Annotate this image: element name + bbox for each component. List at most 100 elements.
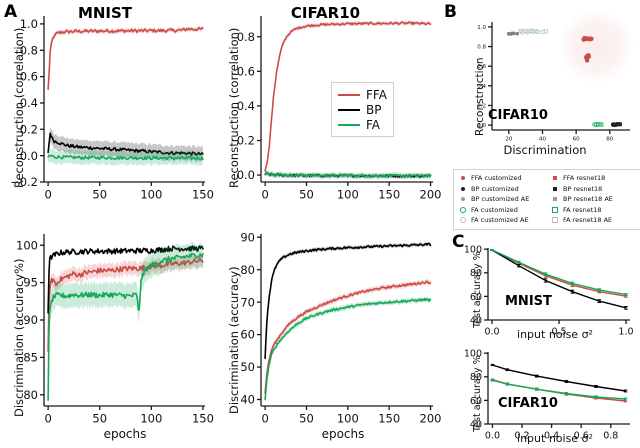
svg-text:0.4: 0.4 bbox=[544, 431, 559, 442]
chart-cifar10-scatter: Reconstruction Discrimination CIFAR10 20… bbox=[440, 8, 640, 163]
panel-letter-c: C bbox=[452, 232, 465, 252]
svg-text:0.2: 0.2 bbox=[477, 103, 486, 109]
svg-text:85: 85 bbox=[23, 351, 38, 365]
legend-item-fa-resnet18-ae: FA resnet18 AE bbox=[550, 215, 636, 226]
inplot-label-scatter-cifar10: CIFAR10 bbox=[488, 108, 548, 123]
svg-text:100: 100 bbox=[337, 188, 359, 202]
svg-text:80: 80 bbox=[23, 388, 38, 402]
ylabel-mnist-discrimination: Discrimination (accuracy%) bbox=[12, 258, 26, 418]
plot-area-cifar10-reconstruction: 0 50 100 150 200 0.0 0.2 0.4 0.6 0.8 bbox=[237, 16, 441, 202]
svg-text:60: 60 bbox=[470, 396, 482, 407]
plot-area-cifar10-noise: 0.0 0.2 0.4 0.6 0.8 40 60 80 100 bbox=[464, 349, 630, 442]
legend-label-bp-resnet18: BP resnet18 bbox=[563, 184, 603, 193]
svg-text:50: 50 bbox=[299, 412, 314, 426]
svg-text:90: 90 bbox=[23, 313, 38, 327]
svg-text:80: 80 bbox=[470, 268, 482, 279]
legend-label-ffa: FFA bbox=[366, 87, 387, 102]
svg-text:0.8: 0.8 bbox=[237, 30, 255, 44]
svg-text:50: 50 bbox=[299, 188, 314, 202]
svg-text:50: 50 bbox=[240, 360, 255, 374]
svg-text:0.5: 0.5 bbox=[551, 327, 566, 338]
marker-open-dot-icon bbox=[458, 217, 467, 224]
legend-item-bp-customized: BP customized bbox=[458, 184, 544, 195]
svg-text:0.0: 0.0 bbox=[477, 123, 486, 129]
ylabel-mnist-noise: Test accuracy % bbox=[472, 251, 483, 328]
legend-label-bp-resnet18-ae: BP resnet18 AE bbox=[563, 195, 613, 204]
ylabel-cifar10-discrimination: Discrimination (accuracy) bbox=[227, 266, 241, 414]
chart-title-mnist: MNIST bbox=[77, 4, 133, 22]
legend-swatch-fa bbox=[338, 123, 360, 126]
svg-text:0.0: 0.0 bbox=[237, 168, 255, 182]
svg-text:1.0: 1.0 bbox=[618, 327, 633, 338]
marker-dot-icon bbox=[458, 176, 467, 181]
svg-text:50: 50 bbox=[92, 412, 107, 426]
svg-text:100: 100 bbox=[140, 412, 162, 426]
svg-text:90: 90 bbox=[240, 230, 255, 244]
svg-text:1.0: 1.0 bbox=[477, 25, 486, 31]
xlabel-scatter-discrimination: Discrimination bbox=[503, 143, 587, 157]
svg-text:100: 100 bbox=[140, 188, 162, 202]
svg-text:0: 0 bbox=[261, 188, 268, 202]
svg-text:0.6: 0.6 bbox=[20, 70, 38, 84]
svg-text:0.0: 0.0 bbox=[20, 149, 38, 163]
xlabel-cifar10-noise: input noise σ² bbox=[517, 432, 593, 445]
ylabel-cifar10-noise: Test accuracy % bbox=[472, 355, 483, 432]
svg-text:60: 60 bbox=[240, 328, 255, 342]
legend-item-bp-customized-ae: BP customized AE bbox=[458, 194, 544, 205]
legend-label-bp-customized: BP customized bbox=[471, 184, 519, 193]
legend-label-fa-customized-ae: FA customized AE bbox=[471, 216, 529, 225]
svg-text:0: 0 bbox=[44, 412, 51, 426]
legend-label-bp-customized-ae: BP customized AE bbox=[471, 195, 530, 204]
svg-text:0.8: 0.8 bbox=[477, 45, 486, 51]
inplot-label-mnist-noise: MNIST bbox=[505, 294, 552, 309]
svg-text:0.4: 0.4 bbox=[237, 99, 255, 113]
svg-text:0.0: 0.0 bbox=[484, 327, 499, 338]
legend-panel-b: FFA customized FFA resnet18 BP customize… bbox=[453, 169, 640, 230]
svg-text:150: 150 bbox=[192, 412, 214, 426]
svg-text:0: 0 bbox=[261, 412, 268, 426]
legend-label-fa-resnet18-ae: FA resnet18 AE bbox=[563, 216, 613, 225]
legend-item-bp: BP bbox=[338, 102, 387, 117]
svg-text:0.2: 0.2 bbox=[514, 431, 529, 442]
svg-text:40: 40 bbox=[240, 393, 255, 407]
legend-item-fa: FA bbox=[338, 117, 387, 132]
svg-text:150: 150 bbox=[378, 412, 400, 426]
svg-text:80: 80 bbox=[470, 372, 482, 383]
marker-square-icon bbox=[550, 176, 559, 181]
panel-letter-a: A bbox=[4, 2, 18, 22]
legend-swatch-bp bbox=[338, 108, 360, 111]
chart-mnist-noise: Test accuracy % input noise σ² MNIST 0.0… bbox=[450, 236, 640, 344]
svg-text:40: 40 bbox=[539, 137, 546, 143]
ylabel-cifar10-reconstruction: Reconstruction (correlation) bbox=[227, 27, 241, 188]
ylabel-scatter-reconstruction: Reconstruction bbox=[474, 57, 486, 136]
svg-text:80: 80 bbox=[240, 263, 255, 277]
marker-square-icon bbox=[550, 197, 559, 202]
legend-swatch-ffa bbox=[338, 93, 360, 96]
chart-mnist-reconstruction: MNIST Reconstruction (correlation) 0 50 10… bbox=[0, 0, 214, 215]
svg-text:0.6: 0.6 bbox=[237, 64, 255, 78]
svg-text:150: 150 bbox=[192, 188, 214, 202]
svg-text:60: 60 bbox=[470, 292, 482, 303]
plot-area-mnist-reconstruction: 0 50 100 150 −0.2 0.0 0.2 0.4 0.6 0.8 1.0 bbox=[10, 16, 214, 202]
svg-text:150: 150 bbox=[378, 188, 400, 202]
chart-cifar10-reconstruction: CIFAR10 Reconstruction (correlation) 0 50… bbox=[213, 0, 441, 215]
legend-item-ffa-customized: FFA customized bbox=[458, 173, 544, 184]
legend-panel-a: FFA BP FA bbox=[331, 82, 394, 137]
chart-cifar10-noise: Test accuracy % input noise σ² CIFAR10 0… bbox=[450, 340, 640, 448]
svg-text:40: 40 bbox=[470, 419, 482, 430]
legend-label-fa: FA bbox=[366, 117, 381, 132]
legend-label-fa-customized: FA customized bbox=[471, 205, 518, 214]
svg-text:0.6: 0.6 bbox=[574, 431, 589, 442]
legend-label-fa-resnet18: FA resnet18 bbox=[563, 205, 602, 214]
marker-dot-icon bbox=[458, 197, 467, 202]
svg-text:0.2: 0.2 bbox=[20, 122, 38, 136]
svg-text:60: 60 bbox=[573, 137, 580, 143]
panel-letter-b: B bbox=[444, 2, 457, 22]
svg-text:70: 70 bbox=[240, 295, 255, 309]
svg-text:200: 200 bbox=[420, 412, 442, 426]
svg-text:50: 50 bbox=[92, 188, 107, 202]
svg-text:100: 100 bbox=[16, 238, 38, 252]
svg-text:0.8: 0.8 bbox=[603, 431, 618, 442]
legend-label-ffa-resnet18: FFA resnet18 bbox=[563, 174, 606, 183]
svg-text:0.4: 0.4 bbox=[20, 96, 38, 110]
